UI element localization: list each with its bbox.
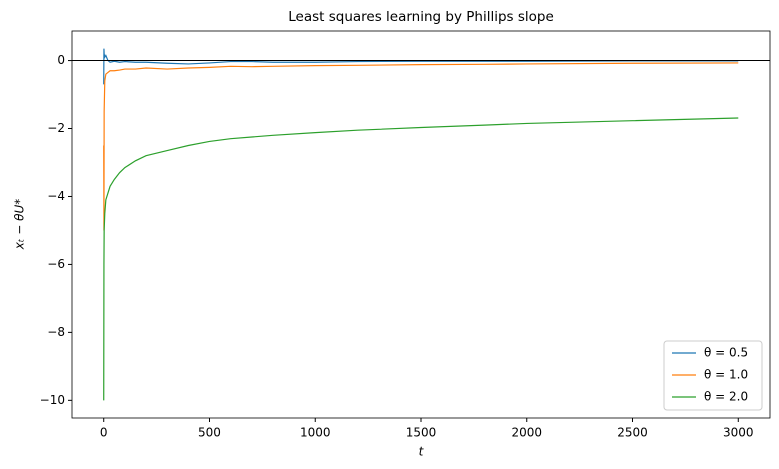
x-tick-label: 2500 — [617, 426, 648, 440]
x-tick-label: 2000 — [511, 426, 542, 440]
line-series — [103, 48, 739, 85]
plot-frame — [71, 30, 771, 419]
legend-label: θ = 1.0 — [704, 368, 748, 382]
y-tick-label: −2 — [47, 121, 65, 135]
x-tick-label: 1000 — [300, 426, 331, 440]
legend-label: θ = 0.5 — [704, 346, 748, 360]
y-tick-label: 0 — [57, 53, 65, 67]
y-axis-label: xₜ − θU* — [13, 199, 27, 250]
legend-label: θ = 2.0 — [704, 390, 748, 404]
x-axis-label: t — [419, 445, 425, 459]
chart-title: Least squares learning by Phillips slope — [288, 9, 554, 25]
y-tick-label: −4 — [47, 189, 65, 203]
legend-box — [663, 340, 763, 411]
y-tick-label: −8 — [47, 325, 65, 339]
line-series — [103, 62, 739, 231]
x-tick-label: 1500 — [406, 426, 437, 440]
line-series — [103, 117, 739, 401]
x-tick-label: 0 — [100, 426, 108, 440]
y-tick-label: −6 — [47, 257, 65, 271]
y-tick-label: −10 — [40, 393, 65, 407]
x-tick-label: 3000 — [723, 426, 754, 440]
x-tick-label: 500 — [198, 426, 221, 440]
